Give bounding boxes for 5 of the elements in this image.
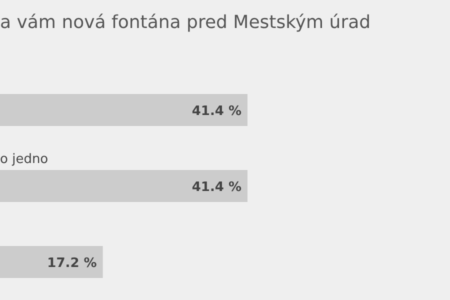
- data-label: 17.2 %: [47, 256, 97, 271]
- data-label: 41.4 %: [192, 180, 242, 195]
- chart-title: a vám nová fontána pred Mestským úrad: [0, 12, 371, 33]
- data-label: 41.4 %: [192, 104, 242, 119]
- y-tick-label: o jedno: [0, 152, 48, 167]
